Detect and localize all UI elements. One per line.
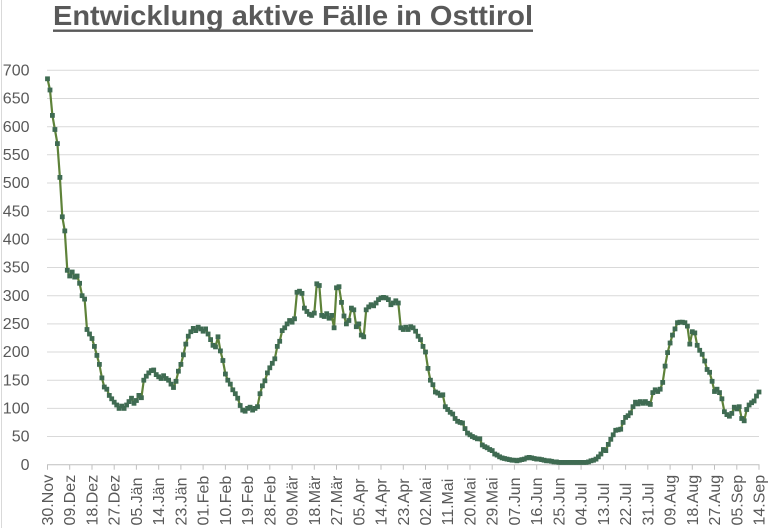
svg-text:05.Sep: 05.Sep xyxy=(729,475,746,526)
svg-text:23.Jän: 23.Jän xyxy=(173,477,190,525)
svg-text:0: 0 xyxy=(21,457,30,474)
svg-text:50: 50 xyxy=(12,429,30,446)
svg-text:30.Nov: 30.Nov xyxy=(40,475,57,526)
svg-text:550: 550 xyxy=(3,147,30,164)
svg-text:200: 200 xyxy=(3,344,30,361)
svg-text:350: 350 xyxy=(3,260,30,277)
svg-text:27.Aug: 27.Aug xyxy=(707,475,724,526)
svg-text:05.Apr: 05.Apr xyxy=(351,478,368,526)
svg-text:700: 700 xyxy=(3,63,30,80)
svg-text:29.Mai: 29.Mai xyxy=(485,477,502,525)
svg-text:09.Mär: 09.Mär xyxy=(285,475,302,525)
svg-text:150: 150 xyxy=(3,372,30,389)
svg-text:28.Feb: 28.Feb xyxy=(262,476,279,526)
svg-text:14.Apr: 14.Apr xyxy=(374,478,391,526)
svg-text:18.Mär: 18.Mär xyxy=(307,475,324,525)
svg-text:250: 250 xyxy=(3,316,30,333)
svg-text:500: 500 xyxy=(3,175,30,192)
svg-text:20.Mai: 20.Mai xyxy=(463,477,480,525)
svg-text:01.Feb: 01.Feb xyxy=(196,476,213,526)
svg-text:05.Jän: 05.Jän xyxy=(129,477,146,525)
svg-text:25.Jun: 25.Jun xyxy=(551,477,568,525)
svg-text:09.Aug: 09.Aug xyxy=(663,475,680,526)
svg-text:02.Mai: 02.Mai xyxy=(418,477,435,525)
svg-text:07.Jun: 07.Jun xyxy=(507,477,524,525)
svg-text:16.Jun: 16.Jun xyxy=(529,477,546,525)
svg-text:27.Dez: 27.Dez xyxy=(107,475,124,526)
svg-text:11.Mai: 11.Mai xyxy=(440,479,457,526)
svg-text:10.Feb: 10.Feb xyxy=(218,476,235,526)
svg-text:09.Dez: 09.Dez xyxy=(62,475,79,526)
svg-text:22.Jul: 22.Jul xyxy=(618,483,635,526)
svg-text:23.Apr: 23.Apr xyxy=(396,478,413,526)
svg-text:450: 450 xyxy=(3,203,30,220)
svg-text:100: 100 xyxy=(3,401,30,418)
svg-text:14.Sep: 14.Sep xyxy=(752,475,768,526)
svg-text:19.Feb: 19.Feb xyxy=(240,476,257,526)
svg-text:31.Jul: 31.Jul xyxy=(640,483,657,526)
svg-text:13.Jul: 13.Jul xyxy=(596,483,613,526)
svg-text:600: 600 xyxy=(3,119,30,136)
svg-text:18.Aug: 18.Aug xyxy=(685,475,702,526)
svg-text:300: 300 xyxy=(3,288,30,305)
svg-text:14.Jän: 14.Jän xyxy=(151,477,168,525)
svg-text:04.Jul: 04.Jul xyxy=(574,483,591,526)
svg-text:400: 400 xyxy=(3,232,30,249)
svg-text:27.Mär: 27.Mär xyxy=(329,475,346,525)
svg-text:650: 650 xyxy=(3,91,30,108)
svg-text:18.Dez: 18.Dez xyxy=(85,475,102,526)
svg-text:Entwicklung aktive Fälle in Os: Entwicklung aktive Fälle in Osttirol xyxy=(53,0,533,31)
